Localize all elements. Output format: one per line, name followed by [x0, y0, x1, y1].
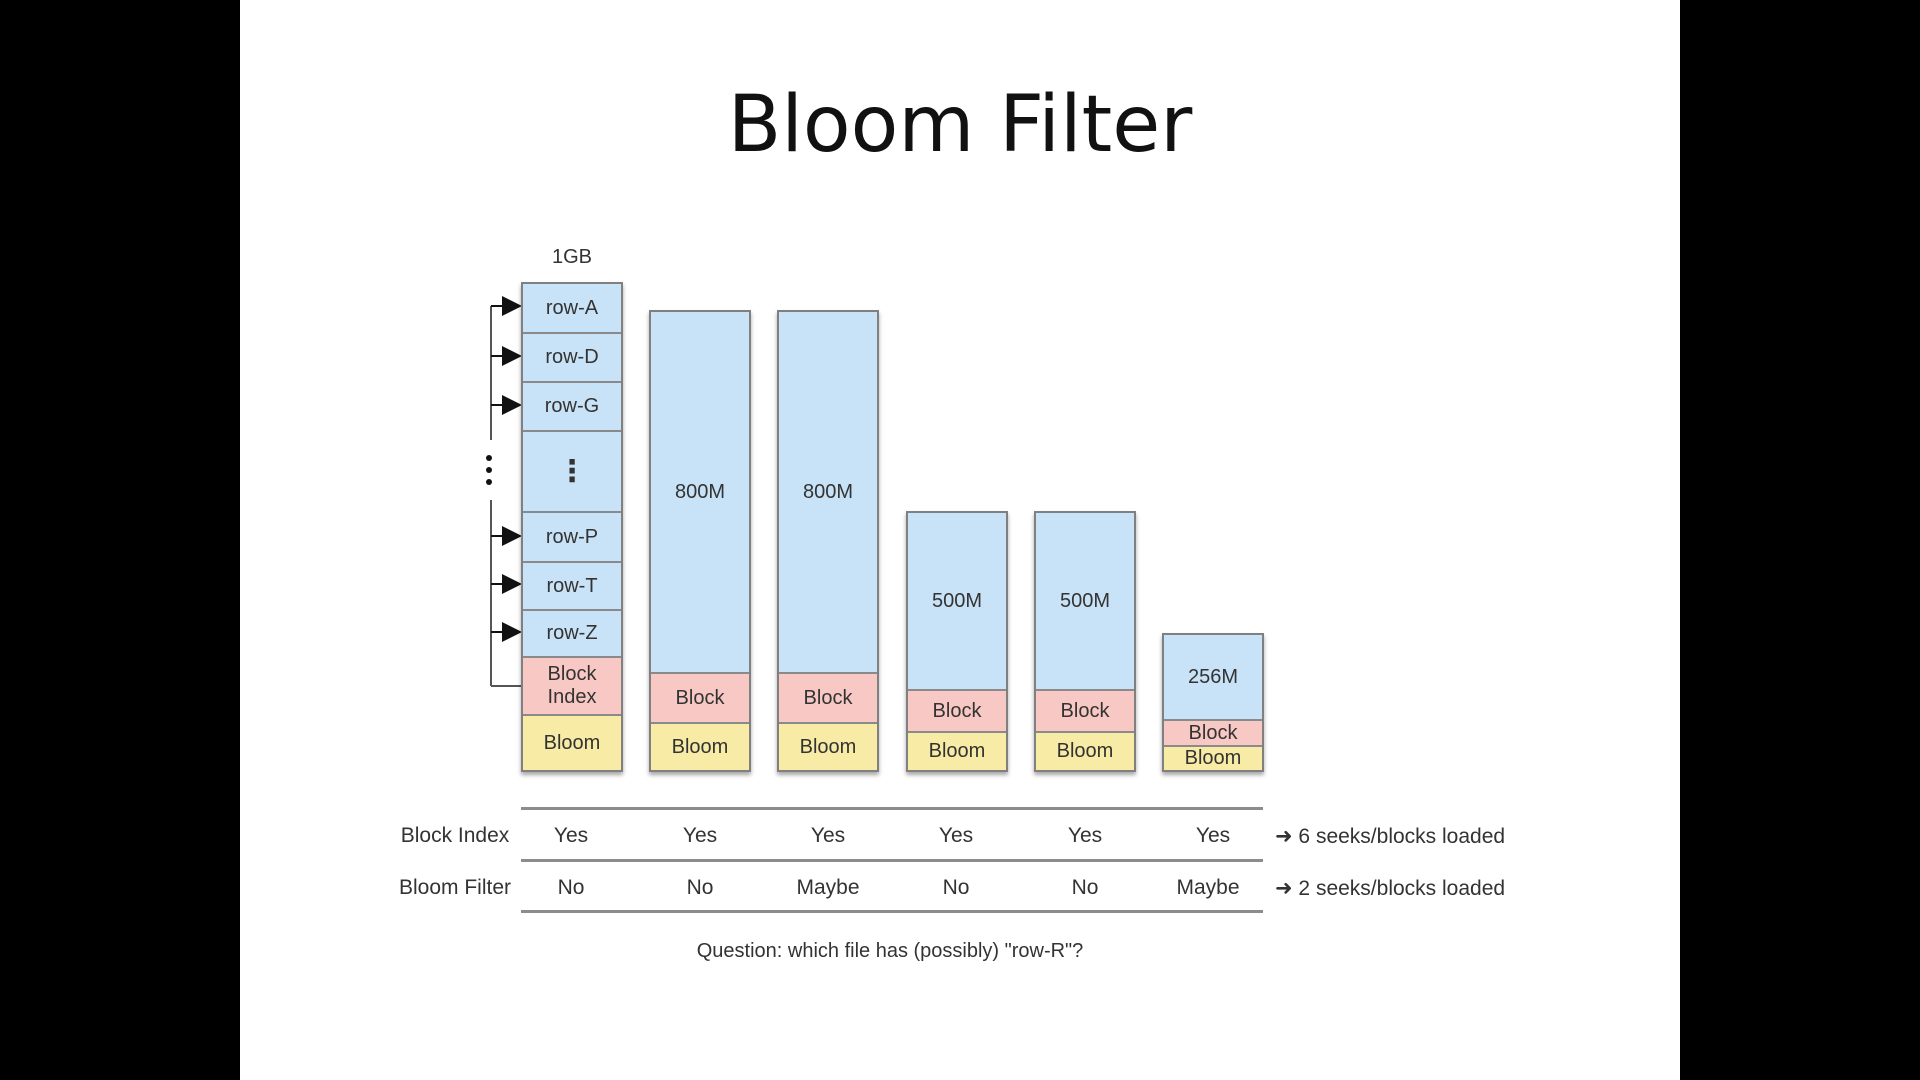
- file-800m-b: 800M Block Bloom: [777, 310, 879, 772]
- file-size-label: 256M: [1164, 635, 1262, 721]
- result-bloom-filter: ➜ 2 seeks/blocks loaded: [1275, 877, 1506, 900]
- bloom-cell: Bloom: [1164, 747, 1262, 770]
- table-top-rule: [521, 807, 1263, 810]
- file-256m: 256M Block Bloom: [1162, 633, 1264, 772]
- table-cell: No: [942, 876, 970, 899]
- table-cell: Yes: [553, 824, 589, 847]
- file-size-label: 500M: [1036, 513, 1134, 691]
- bracket-dot: [486, 455, 492, 461]
- bracket-dot: [486, 479, 492, 485]
- row-cell: row-Z: [523, 611, 621, 658]
- question-caption: Question: which file has (possibly) "row…: [696, 940, 1084, 962]
- table-cell: Yes: [938, 824, 974, 847]
- file-1gb: row-A row-D row-G ⋮ row-P row-T row-Z Bl…: [521, 282, 623, 772]
- block-cell: Block: [651, 674, 749, 724]
- file-size-label: 800M: [651, 312, 749, 674]
- row-cell: row-D: [523, 334, 621, 383]
- table-cell: Yes: [1067, 824, 1103, 847]
- row-cell: row-A: [523, 284, 621, 334]
- bloom-cell: Bloom: [651, 724, 749, 770]
- block-cell: Block: [1164, 721, 1262, 747]
- file-size-label: 500M: [908, 513, 1006, 691]
- file-500m-a: 500M Block Bloom: [906, 511, 1008, 772]
- first-file-size: 1GB: [551, 246, 593, 268]
- vertical-ellipsis-icon: ⋮: [557, 454, 587, 488]
- row-label-bloom-filter: Bloom Filter: [398, 876, 512, 899]
- slide: Bloom Filter 1GB row-A row-D row-G ⋮ row…: [240, 0, 1680, 1080]
- table-cell: No: [1071, 876, 1099, 899]
- result-block-index: ➜ 6 seeks/blocks loaded: [1275, 825, 1506, 848]
- bloom-cell: Bloom: [523, 716, 621, 770]
- table-mid-rule: [521, 859, 1263, 862]
- table-cell: No: [557, 876, 585, 899]
- row-ellipsis-cell: ⋮: [523, 432, 621, 513]
- file-500m-b: 500M Block Bloom: [1034, 511, 1136, 772]
- block-cell: Block: [1036, 691, 1134, 733]
- table-cell: Yes: [810, 824, 846, 847]
- slide-title: Bloom Filter: [727, 80, 1193, 170]
- row-cell: row-T: [523, 563, 621, 611]
- bloom-cell: Bloom: [779, 724, 877, 770]
- table-cell: Yes: [1195, 824, 1231, 847]
- bloom-cell: Bloom: [908, 733, 1006, 770]
- table-bottom-rule: [521, 910, 1263, 913]
- row-cell: row-G: [523, 383, 621, 432]
- block-cell: Block: [908, 691, 1006, 733]
- table-cell: No: [686, 876, 714, 899]
- block-index-cell: Block Index: [523, 658, 621, 716]
- table-cell: Maybe: [796, 876, 860, 899]
- table-cell: Yes: [682, 824, 718, 847]
- bloom-cell: Bloom: [1036, 733, 1134, 770]
- row-label-block-index: Block Index: [400, 824, 510, 847]
- row-cell: row-P: [523, 513, 621, 563]
- bracket-dot: [486, 467, 492, 473]
- block-cell: Block: [779, 674, 877, 724]
- file-size-label: 800M: [779, 312, 877, 674]
- file-800m-a: 800M Block Bloom: [649, 310, 751, 772]
- table-cell: Maybe: [1176, 876, 1240, 899]
